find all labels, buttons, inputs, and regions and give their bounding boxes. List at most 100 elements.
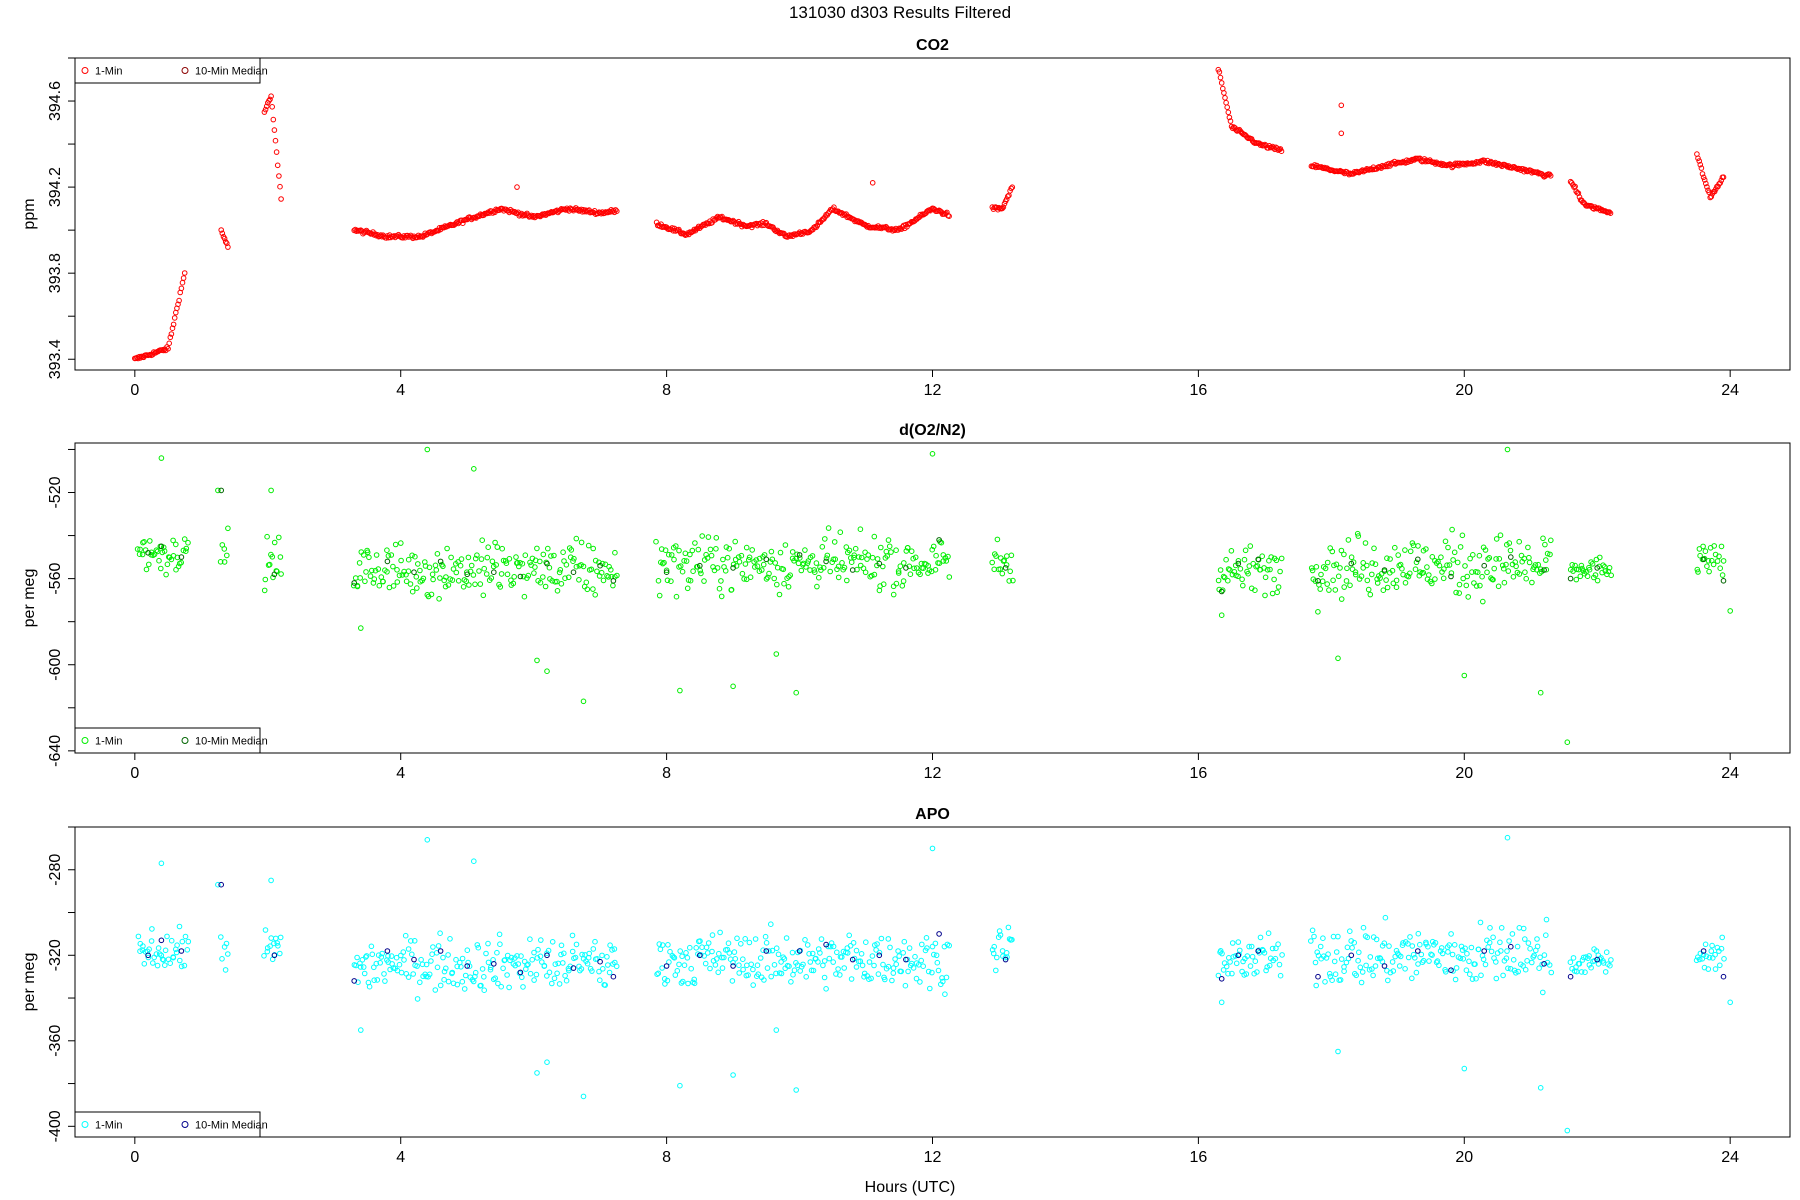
one-min-point [475, 944, 482, 951]
one-min-point [835, 574, 842, 581]
one-min-point [1543, 932, 1549, 939]
one-min-point [865, 552, 872, 558]
one-min-point [791, 967, 798, 974]
one-min-point [481, 565, 488, 572]
one-min-point [1498, 948, 1504, 954]
one-min-point [153, 547, 160, 554]
co2-point [266, 98, 272, 104]
one-min-point [1426, 572, 1432, 578]
one-min-point [527, 559, 533, 566]
co2-point [1221, 90, 1227, 96]
one-min-point [1277, 568, 1283, 575]
one-min-point [778, 959, 784, 965]
co2-point [1704, 184, 1710, 190]
one-min-point [1526, 559, 1533, 566]
outlier-point [773, 651, 780, 657]
one-min-point [749, 547, 756, 553]
one-min-point [695, 546, 702, 553]
one-min-point [1500, 972, 1506, 979]
one-min-point [917, 571, 923, 578]
one-min-point [1355, 533, 1362, 539]
one-min-point [914, 565, 920, 571]
median-point [849, 567, 856, 573]
one-min-point [1425, 943, 1431, 950]
one-min-point [1493, 536, 1500, 542]
co2-point [544, 211, 550, 217]
co2-point [270, 116, 277, 123]
median-point [517, 573, 524, 580]
one-min-point [507, 957, 513, 964]
one-min-point [1254, 969, 1260, 975]
one-min-point [729, 978, 736, 984]
median-point [218, 881, 224, 888]
one-min-point [768, 921, 774, 928]
one-min-point [869, 953, 876, 959]
one-min-point [721, 954, 727, 961]
outlier-point [1335, 655, 1341, 662]
one-min-point [1239, 576, 1245, 583]
one-min-point [480, 592, 487, 599]
one-min-point [1472, 961, 1478, 968]
one-min-point [1265, 930, 1272, 937]
one-min-point [997, 566, 1004, 572]
co2-point [276, 173, 282, 179]
one-min-point [1365, 586, 1372, 593]
one-min-point [380, 578, 386, 585]
one-min-point [674, 968, 681, 974]
one-min-point [1529, 959, 1535, 966]
median-point [570, 965, 577, 971]
outlier-point [1727, 608, 1733, 614]
one-min-point [1520, 963, 1526, 969]
one-min-point [140, 943, 146, 949]
median-point [597, 958, 603, 965]
panel-2: APO per meg 0 4 8 12 16 20 24 -280 -320 -360 -400 1-M… [21, 806, 1791, 1166]
one-min-point [1446, 562, 1453, 568]
median-point [1235, 560, 1242, 567]
one-min-point [835, 563, 842, 570]
one-min-point [993, 967, 999, 974]
one-min-point [1352, 571, 1359, 578]
panels: CO2 ppm 0 4 8 12 16 20 24 393.4 393.8 394.2 394.6 1-M… [21, 37, 1791, 1166]
median-point [158, 937, 165, 944]
median-point [1700, 948, 1707, 954]
one-min-point [771, 962, 778, 968]
one-min-point [560, 960, 566, 966]
one-min-point [1262, 574, 1269, 581]
one-min-point [1603, 949, 1610, 956]
one-min-point [461, 986, 468, 992]
one-min-point [1429, 580, 1435, 587]
one-min-point [1393, 584, 1400, 591]
one-min-point [539, 959, 545, 965]
co2-point [178, 285, 185, 292]
one-min-point [898, 968, 905, 975]
one-min-point [222, 967, 229, 973]
co2-point [1224, 104, 1230, 110]
one-min-point [1592, 572, 1599, 578]
one-min-point [174, 554, 181, 561]
one-min-point [454, 963, 461, 970]
legend-marker-one-min [81, 1121, 89, 1128]
one-min-point [183, 548, 189, 555]
co2-point [1217, 74, 1224, 81]
one-min-point [545, 545, 551, 552]
one-min-point [713, 535, 720, 541]
one-min-point [1584, 573, 1591, 580]
one-min-point [1582, 969, 1588, 976]
one-min-point [942, 991, 948, 998]
median-point [464, 571, 471, 578]
median-point [1481, 948, 1487, 954]
one-min-point [912, 554, 919, 561]
one-min-point [666, 551, 672, 558]
one-min-point [734, 935, 740, 942]
one-min-point [1329, 548, 1336, 555]
one-min-point [164, 561, 171, 568]
one-min-point [1493, 975, 1500, 982]
one-min-point [736, 970, 743, 976]
one-min-point [720, 556, 726, 563]
one-min-point [1364, 934, 1371, 941]
median-point [491, 961, 497, 967]
data-points [134, 446, 1733, 746]
one-min-point [175, 563, 182, 570]
one-min-point [833, 971, 839, 977]
one-min-point [525, 961, 531, 968]
